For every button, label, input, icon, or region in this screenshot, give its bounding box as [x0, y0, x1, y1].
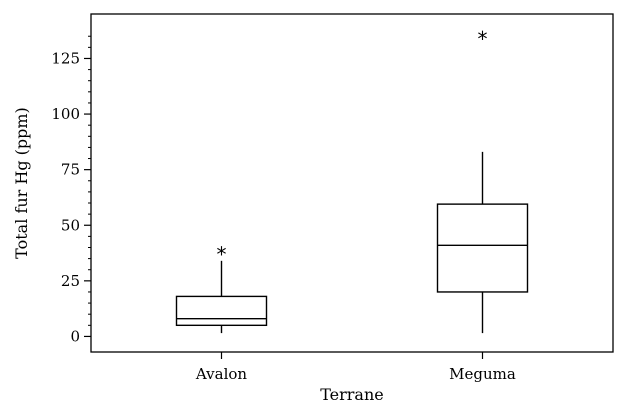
- x-axis: Avalon Meguma: [195, 352, 516, 383]
- box-avalon: *: [175, 243, 268, 334]
- y-tick-label: 50: [61, 216, 80, 234]
- x-axis-label: Terrane: [320, 385, 384, 404]
- outlier-marker: *: [478, 27, 488, 51]
- x-tick-label: Meguma: [449, 365, 516, 383]
- y-tick-label: 25: [61, 272, 80, 290]
- y-axis-label: Total fur Hg (ppm): [12, 107, 31, 259]
- outlier-marker: *: [217, 243, 227, 267]
- plot-frame: [90, 13, 614, 353]
- y-tick-label: 75: [61, 161, 80, 179]
- x-tick-label: Avalon: [195, 365, 247, 383]
- iqr-box: [436, 203, 529, 293]
- y-axis: 0 25 50 75 100 125: [51, 35, 91, 345]
- y-tick-label: 125: [51, 49, 80, 67]
- box-meguma: *: [436, 27, 529, 334]
- box-series: **: [175, 27, 529, 334]
- y-tick-label: 100: [51, 105, 80, 123]
- iqr-box: [175, 295, 268, 327]
- y-tick-label: 0: [70, 327, 80, 345]
